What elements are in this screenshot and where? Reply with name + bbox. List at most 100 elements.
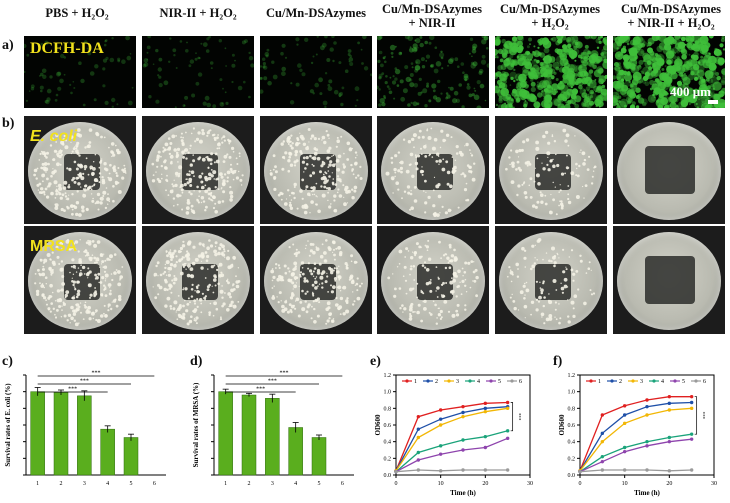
colony (63, 180, 68, 185)
colony (592, 292, 596, 295)
colony (355, 176, 358, 179)
fluor-speck (471, 48, 477, 54)
fluor-speck (519, 86, 522, 89)
colony (41, 283, 44, 285)
colony (294, 265, 297, 268)
colony (310, 272, 314, 276)
colony (182, 240, 185, 243)
fluor-speck (498, 96, 503, 102)
fluor-speck (391, 55, 394, 58)
fluor-speck (394, 67, 398, 70)
colony (541, 316, 543, 318)
colony (559, 317, 562, 320)
fluor-speck (526, 45, 530, 49)
colony (293, 196, 296, 200)
colony (593, 166, 595, 169)
colony (188, 191, 191, 194)
colony (107, 303, 111, 307)
colony (405, 247, 409, 251)
colony (170, 160, 173, 163)
colony (207, 157, 210, 161)
fluor-speck (705, 98, 709, 103)
colony (431, 156, 434, 158)
colony (567, 185, 570, 187)
colony (103, 253, 105, 255)
fluor-speck (338, 93, 342, 97)
data-point (438, 469, 443, 473)
fluor-speck (69, 41, 73, 45)
x-tick-label: 4 (294, 481, 297, 487)
fluor-speck (471, 93, 475, 97)
fluor-speck (716, 75, 721, 81)
colony (433, 176, 436, 178)
fluor-speck (338, 61, 342, 65)
fluor-speck (639, 80, 641, 83)
colony (102, 190, 107, 195)
colony (290, 199, 293, 201)
colony (295, 254, 298, 256)
colony (540, 200, 544, 204)
colony (575, 162, 578, 166)
header-col-2: NIR-II + H₂O₂ (142, 6, 254, 20)
colony (186, 273, 191, 278)
colony (294, 307, 297, 310)
colony (446, 182, 450, 186)
colony (68, 194, 70, 196)
chart-survival-ecoli: Survival rates of E. coli (%)1 2 3 4 5 6*****… (4, 371, 166, 487)
colony (534, 244, 536, 246)
colony (280, 300, 282, 302)
fluor-speck (147, 36, 152, 39)
colony (323, 173, 325, 176)
colony (47, 162, 50, 166)
fluor-speck (324, 36, 328, 39)
fluor-speck (38, 74, 41, 77)
colony (220, 316, 222, 319)
colony (568, 256, 570, 258)
fluor-speck (83, 40, 88, 44)
colony (214, 252, 218, 257)
colony (287, 169, 291, 173)
colony (508, 156, 511, 159)
fluor-speck (619, 98, 629, 108)
colony (278, 267, 281, 269)
fluor-speck (584, 44, 589, 49)
colony (175, 151, 179, 155)
colony (107, 283, 112, 287)
colonies (613, 226, 725, 334)
fluor-speck (384, 55, 387, 58)
colony (301, 160, 305, 164)
colony (312, 275, 315, 277)
fluor-speck (399, 79, 404, 84)
colony (429, 289, 433, 293)
colony (543, 322, 546, 325)
colony (303, 279, 307, 283)
colony (575, 195, 580, 199)
colony (215, 307, 219, 311)
colony (536, 157, 539, 160)
colony (89, 167, 92, 170)
fluor-speck (687, 73, 695, 81)
colony (75, 303, 78, 306)
fluor-speck (111, 105, 114, 108)
colony (295, 297, 300, 302)
colony (551, 246, 555, 251)
colony (219, 172, 223, 176)
fluor-speck (225, 101, 229, 105)
colony (304, 204, 308, 208)
fluor-speck (697, 61, 701, 64)
colony (282, 279, 285, 282)
colony (315, 195, 317, 197)
colony (332, 285, 336, 289)
fluor-speck (314, 82, 319, 88)
fluor-speck (686, 85, 690, 89)
data-point (438, 444, 443, 448)
colony (309, 242, 313, 246)
colony (94, 273, 97, 277)
fluor-speck (545, 47, 547, 49)
x-tick-label: 1 (224, 481, 227, 487)
colony (108, 146, 110, 149)
fluor-speck (389, 76, 392, 79)
colony (541, 162, 543, 164)
colony (522, 284, 526, 288)
colony (84, 146, 87, 149)
